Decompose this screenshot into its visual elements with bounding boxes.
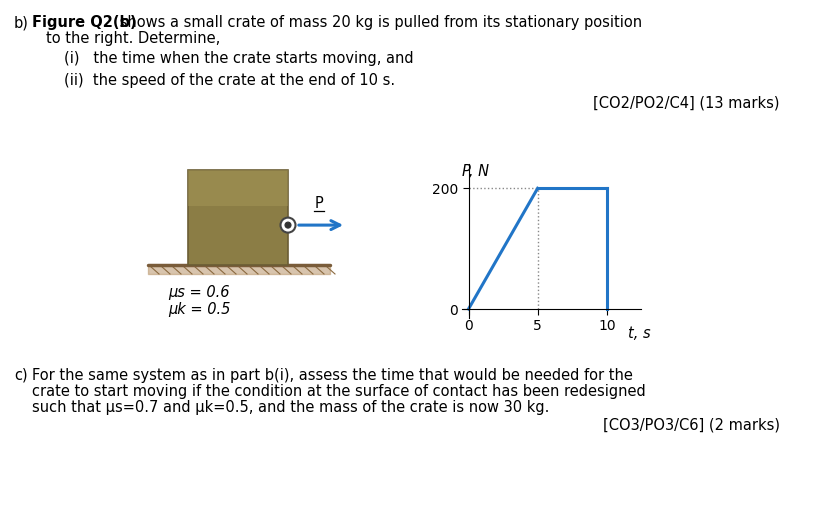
Text: t, s: t, s: [627, 326, 650, 341]
Bar: [188, 170, 288, 265]
Circle shape: [280, 218, 296, 232]
Text: b): b): [14, 15, 29, 30]
Bar: [188, 170, 288, 206]
Text: (ii)  the speed of the crate at the end of 10 s.: (ii) the speed of the crate at the end o…: [64, 73, 395, 88]
Text: μk = 0.5: μk = 0.5: [168, 302, 230, 317]
Text: μs = 0.6: μs = 0.6: [168, 285, 230, 300]
Text: crate to start moving if the condition at the surface of contact has been redesi: crate to start moving if the condition a…: [32, 384, 645, 399]
Text: c): c): [14, 368, 28, 383]
Text: such that μs=0.7 and μk=0.5, and the mass of the crate is now 30 kg.: such that μs=0.7 and μk=0.5, and the mas…: [32, 400, 549, 415]
Text: (i)   the time when the crate starts moving, and: (i) the time when the crate starts movin…: [64, 51, 413, 66]
Text: Figure Q2(b): Figure Q2(b): [32, 15, 136, 30]
Text: P, N: P, N: [462, 164, 489, 179]
Text: P: P: [315, 196, 324, 211]
Circle shape: [285, 222, 291, 228]
Text: [CO3/PO3/C6] (2 marks): [CO3/PO3/C6] (2 marks): [603, 417, 780, 432]
Text: For the same system as in part b(i), assess the time that would be needed for th: For the same system as in part b(i), ass…: [32, 368, 633, 383]
Text: shows a small crate of mass 20 kg is pulled from its stationary position: shows a small crate of mass 20 kg is pul…: [115, 15, 642, 30]
Text: to the right. Determine,: to the right. Determine,: [46, 31, 221, 46]
Text: [CO2/PO2/C4] (13 marks): [CO2/PO2/C4] (13 marks): [593, 95, 780, 110]
